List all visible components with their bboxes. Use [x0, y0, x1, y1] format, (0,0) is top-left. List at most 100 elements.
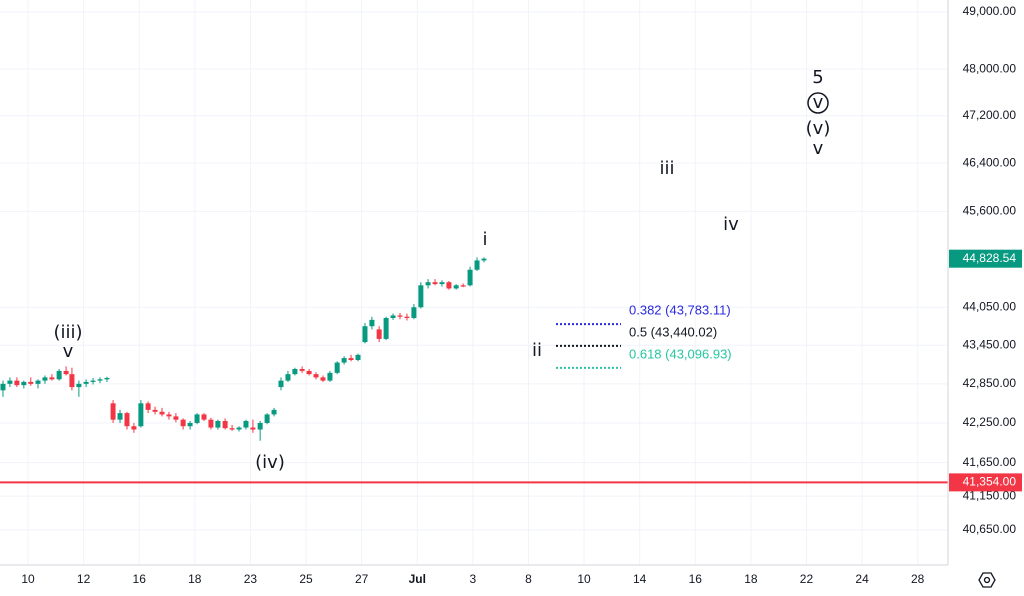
candle-body: [21, 381, 27, 386]
candle-body: [187, 422, 193, 427]
candle-body: [229, 428, 235, 430]
candle-body: [481, 258, 487, 261]
x-tick-label: 22: [800, 572, 814, 586]
candle-body: [292, 369, 298, 375]
wave-label: iii: [659, 158, 674, 179]
candle-body: [222, 420, 228, 429]
x-tick-label: 14: [633, 572, 647, 586]
wave-label: v: [813, 92, 824, 113]
x-tick-label: 16: [689, 572, 703, 586]
candle-body: [376, 329, 382, 339]
candle-body: [257, 422, 263, 430]
candle-body: [467, 269, 473, 286]
candle-body: [28, 381, 34, 384]
candle-body: [49, 377, 55, 380]
x-tick-label: Jul: [409, 572, 426, 586]
y-tick-label: 46,400.00: [963, 155, 1017, 169]
candle-body: [97, 379, 103, 381]
wave-label: (iv): [255, 452, 285, 473]
wave-label: i: [482, 229, 487, 250]
candle-body: [69, 374, 75, 388]
candle-body: [390, 315, 396, 318]
wave-label: (v): [806, 118, 831, 139]
candle-body: [159, 411, 165, 415]
wave-label: 5: [812, 67, 823, 88]
candle-body: [173, 416, 179, 420]
candle-body: [152, 409, 158, 412]
candle-body: [418, 285, 424, 308]
grid: [0, 0, 948, 565]
wave-label-circle: [807, 92, 829, 114]
x-tick-label: 3: [470, 572, 477, 586]
candle-body: [383, 317, 389, 339]
wave-label: ii: [532, 340, 542, 361]
x-tick-label: 12: [77, 572, 91, 586]
candle-body: [201, 414, 207, 420]
x-tick-label: 10: [21, 572, 35, 586]
candle-body: [425, 282, 431, 286]
candle-body: [341, 358, 347, 363]
candle-body: [313, 374, 319, 378]
candle-body: [14, 380, 20, 386]
candle-body: [397, 315, 403, 317]
candle-body: [439, 282, 445, 285]
candle-body: [411, 307, 417, 318]
candle-body: [285, 374, 291, 381]
wave-label: v: [63, 341, 74, 362]
candle-body: [194, 414, 200, 423]
candle-body: [334, 362, 340, 373]
candle-body: [264, 414, 270, 423]
candle-body: [166, 414, 172, 417]
wave-label: v: [813, 138, 824, 159]
y-tick-label: 42,250.00: [963, 415, 1017, 429]
x-tick-label: 8: [525, 572, 532, 586]
candle-body: [306, 370, 312, 375]
hline-price-label: 41,354.00: [963, 475, 1017, 489]
candle-body: [63, 370, 69, 375]
candle-body: [56, 370, 62, 380]
y-tick-label: 41,650.00: [963, 455, 1017, 469]
candle-body: [104, 378, 110, 380]
y-tick-label: 40,650.00: [963, 522, 1017, 536]
wave-label: iv: [723, 214, 739, 235]
candle-body: [7, 380, 13, 384]
settings-icon[interactable]: [978, 572, 996, 588]
fib-level-label: 0.618 (43,096.93): [629, 346, 732, 361]
candle-body: [0, 383, 6, 391]
candle-body: [404, 316, 410, 318]
candle-body: [474, 260, 480, 270]
plot: 0.382 (43,783.11) 0.5 (43,440.02) 0.618 (4…: [0, 67, 948, 484]
candle-body: [83, 381, 89, 384]
candle-body: [355, 354, 361, 361]
candle-body: [76, 383, 82, 388]
candle-body: [208, 419, 214, 428]
fib-level-label: 0.382 (43,783.11): [629, 303, 731, 318]
fib-level-label: 0.5 (43,440.02): [629, 324, 717, 339]
candle-body: [453, 285, 459, 289]
y-tick-label: 48,000.00: [963, 61, 1017, 75]
candle-body: [278, 380, 284, 388]
x-tick-label: 25: [299, 572, 313, 586]
settings-icon-center[interactable]: [983, 576, 991, 584]
y-tick-label: 41,150.00: [963, 488, 1017, 502]
candle-body: [271, 409, 277, 415]
x-tick-label: 23: [244, 572, 258, 586]
y-tick-label: 47,200.00: [963, 108, 1017, 122]
settings-button[interactable]: [978, 572, 996, 588]
candle-body: [299, 369, 305, 371]
x-tick-label: 18: [744, 572, 758, 586]
candle-body: [90, 380, 96, 382]
candle-body: [243, 420, 249, 428]
candle-body: [460, 285, 466, 287]
candle-body: [432, 282, 438, 285]
candle-body: [250, 427, 256, 430]
last-price-box: [949, 249, 1022, 268]
x-tick-label: 27: [355, 572, 369, 586]
y-tick-label: 44,050.00: [963, 299, 1017, 313]
candle-body: [215, 420, 221, 428]
candle-body: [110, 403, 116, 420]
candle-body: [42, 377, 48, 381]
